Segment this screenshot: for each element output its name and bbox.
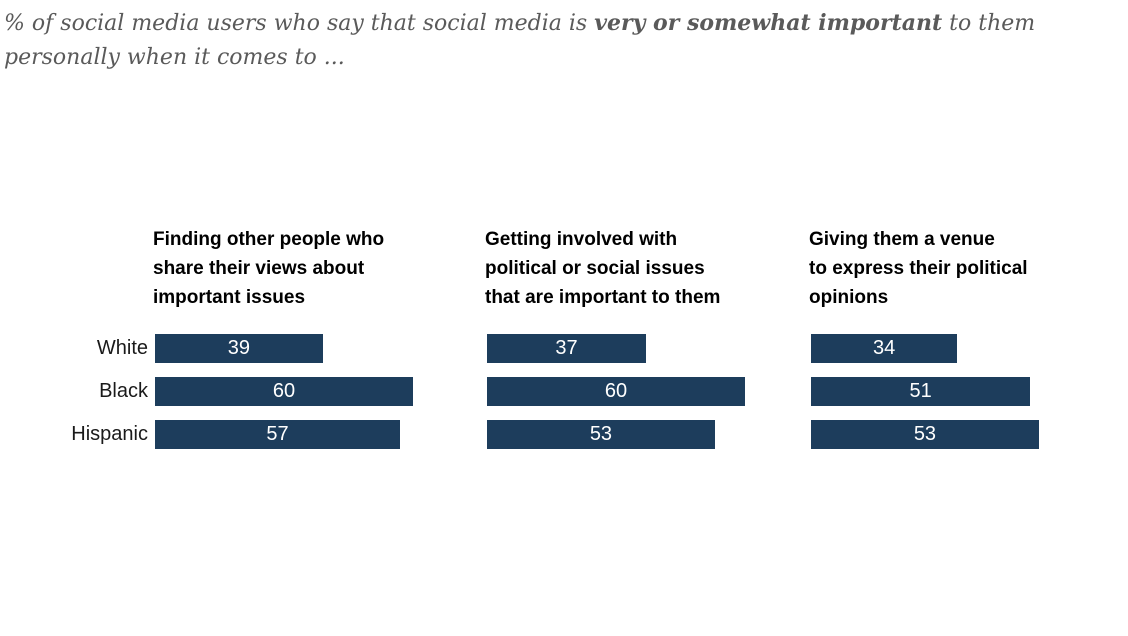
panel-title-line: that are important to them [485,287,721,308]
bar: 34 [811,334,958,363]
bar: 60 [487,377,745,406]
bar: 37 [487,334,647,363]
bar-value-label: 57 [266,423,289,445]
bar-value-label: 53 [589,423,613,445]
chart-subtitle-line2: personally when it comes to ... [4,45,345,70]
subtitle-text: to them [942,11,1036,36]
bar: 51 [811,377,1031,406]
panel-title-line: important issues [153,287,306,308]
panel-title-line: Getting involved with [485,229,678,250]
bar: 53 [811,420,1039,449]
bar-group: 39 60 57 [155,334,413,463]
panel-title-line: political or social issues [485,258,705,279]
bar: 60 [155,377,413,406]
panel-title: Finding other people who share their view… [153,225,384,312]
category-label: Black [99,380,148,402]
bar-value-label: 37 [555,337,578,359]
bar: 57 [155,420,401,449]
bar-value-label: 51 [909,380,932,402]
panel-title-line: Giving them a venue [809,229,995,250]
chart-subtitle-line1: % of social media users who say that soc… [4,6,1124,41]
bar-value-label: 60 [604,380,628,402]
bar: 53 [487,420,715,449]
panel-title-line: opinions [809,287,889,308]
bar-value-label: 34 [872,337,896,359]
panel-title: Getting involved with political or social… [485,225,720,312]
bar-value-label: 53 [913,423,937,445]
panel-title-line: to express their political [809,258,1028,279]
category-labels: White Black Hispanic [0,334,148,463]
panel-title: Giving them a venue to express their poli… [809,225,1028,312]
panel-title-line: share their views about [153,258,365,279]
chart-subtitle: % of social media users who say that soc… [4,6,1124,75]
panel-title-line: Finding other people who [153,229,385,250]
bar-group: 34 51 53 [811,334,1039,463]
category-label: White [96,337,148,359]
bar-value-label: 39 [227,337,250,359]
bar-value-label: 60 [272,380,296,402]
subtitle-text: % of social media users who say that soc… [4,11,595,36]
subtitle-bold-text: very or somewhat important [594,10,943,36]
bar-group: 37 60 53 [487,334,745,463]
bar: 39 [155,334,323,363]
category-label: Hispanic [71,423,148,445]
